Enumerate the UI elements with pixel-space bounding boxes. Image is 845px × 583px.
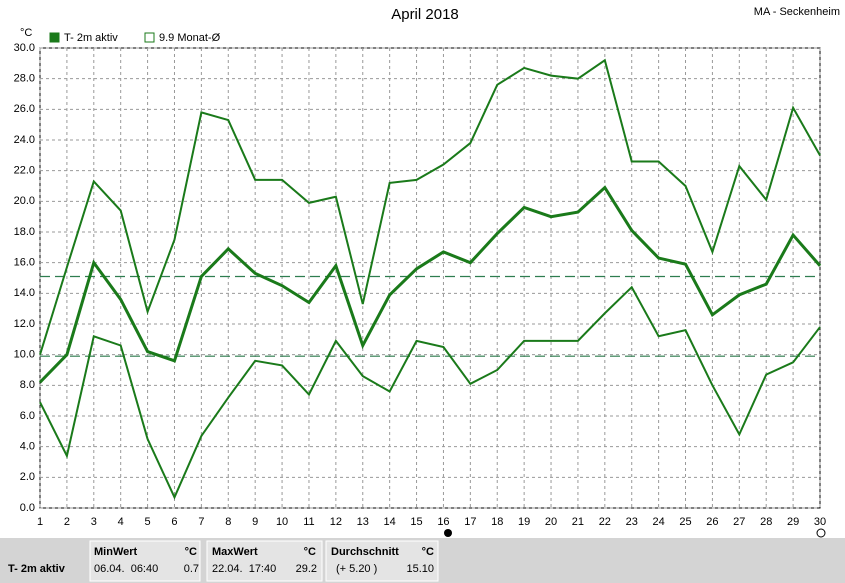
x-tick-label: 20 <box>545 516 557 528</box>
x-tick-label: 8 <box>225 516 231 528</box>
plot-area <box>39 47 821 509</box>
cell <box>206 540 323 582</box>
legend-swatch <box>144 32 155 43</box>
cell-text: 22.04. 17:40 <box>212 563 276 575</box>
cell <box>89 540 201 582</box>
x-tick-label: 6 <box>171 516 177 528</box>
x-tick-label: 23 <box>626 516 638 528</box>
y-tick-label: 16.0 <box>14 257 35 269</box>
y-tick-label: 4.0 <box>20 441 35 453</box>
header: Durchschnitt <box>331 546 399 558</box>
x-tick-label: 14 <box>384 516 396 528</box>
legend-swatch <box>49 32 60 43</box>
legend-label: T- 2m aktiv <box>64 32 118 44</box>
cell <box>325 540 439 582</box>
y-tick-label: 26.0 <box>14 103 35 115</box>
y-tick-label: 6.0 <box>20 410 35 422</box>
x-tick-label: 9 <box>252 516 258 528</box>
x-tick-label: 12 <box>330 516 342 528</box>
cell-text: 0.7 <box>184 563 199 575</box>
x-tick-label: 29 <box>787 516 799 528</box>
header: MinWert <box>94 546 138 558</box>
x-tick-label: 30 <box>814 516 826 528</box>
x-tick-label: 18 <box>491 516 503 528</box>
series-line <box>39 285 821 500</box>
chart-title: April 2018 <box>391 6 459 23</box>
x-tick-label: 15 <box>410 516 422 528</box>
row-label: T- 2m aktiv <box>8 563 66 575</box>
x-tick-label: 17 <box>464 516 476 528</box>
series-line <box>38 185 822 384</box>
y-tick-label: 14.0 <box>14 287 35 299</box>
x-tick-label: 24 <box>652 516 664 528</box>
x-tick-label: 13 <box>357 516 369 528</box>
x-tick-label: 5 <box>145 516 151 528</box>
x-tick-label: 21 <box>572 516 584 528</box>
x-tick-label: 2 <box>64 516 70 528</box>
header: °C <box>304 546 316 558</box>
header: °C <box>422 546 434 558</box>
y-tick-label: 22.0 <box>14 165 35 177</box>
y-unit: °C <box>20 27 32 39</box>
cell-text: (+ 5.20 ) <box>336 563 377 575</box>
y-tick-label: 24.0 <box>14 134 35 146</box>
x-tick-label: 7 <box>198 516 204 528</box>
x-tick-label: 16 <box>437 516 449 528</box>
y-tick-label: 20.0 <box>14 195 35 207</box>
x-tick-label: 3 <box>91 516 97 528</box>
marker <box>444 529 452 537</box>
cell-text: 29.2 <box>296 563 317 575</box>
cell-text: 15.10 <box>406 563 434 575</box>
x-tick-label: 25 <box>679 516 691 528</box>
cell-text: 06.04. 06:40 <box>94 563 158 575</box>
x-tick-label: 19 <box>518 516 530 528</box>
y-tick-label: 18.0 <box>14 226 35 238</box>
x-tick-label: 22 <box>599 516 611 528</box>
legend-label: 9.9 Monat-Ø <box>159 32 221 44</box>
y-tick-label: 30.0 <box>14 42 35 54</box>
header: °C <box>185 546 197 558</box>
y-tick-label: 28.0 <box>14 73 35 85</box>
series-line <box>39 58 821 355</box>
location: MA - Seckenheim <box>754 6 840 18</box>
x-tick-label: 28 <box>760 516 772 528</box>
x-tick-label: 10 <box>276 516 288 528</box>
y-tick-label: 8.0 <box>20 379 35 391</box>
y-tick-label: 0.0 <box>20 502 35 514</box>
x-tick-label: 27 <box>733 516 745 528</box>
header: MaxWert <box>212 546 258 558</box>
y-tick-label: 10.0 <box>14 349 35 361</box>
marker <box>816 528 826 538</box>
x-tick-label: 11 <box>303 516 314 528</box>
y-tick-label: 2.0 <box>20 471 35 483</box>
x-tick-label: 4 <box>118 516 124 528</box>
x-tick-label: 26 <box>706 516 718 528</box>
y-tick-label: 12.0 <box>14 318 35 330</box>
x-tick-label: 1 <box>37 516 43 528</box>
